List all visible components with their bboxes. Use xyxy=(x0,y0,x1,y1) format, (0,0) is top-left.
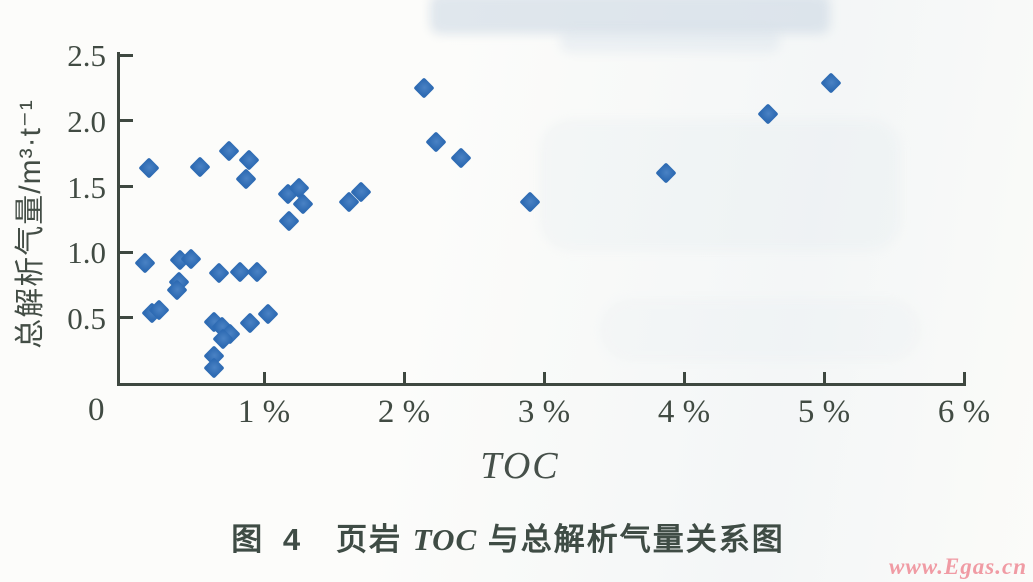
showthrough-smudge xyxy=(560,30,780,52)
y-axis-tick-label: 2.0 xyxy=(67,103,106,139)
x-axis-tick-label: 1 % xyxy=(237,394,291,430)
x-axis-tick-label: 4 % xyxy=(657,394,711,430)
x-axis-tick-label: 3 % xyxy=(517,394,571,430)
data-point-diamond xyxy=(237,149,260,171)
data-point-diamond xyxy=(425,131,447,153)
data-point-diamond xyxy=(278,210,300,232)
data-point-diamond xyxy=(257,303,279,325)
y-axis-line xyxy=(117,52,120,385)
data-point-diamond xyxy=(208,262,230,284)
data-point-diamond xyxy=(235,168,257,190)
data-point-diamond xyxy=(820,72,842,94)
y-axis-tick xyxy=(120,53,133,57)
data-point-diamond xyxy=(202,357,225,379)
data-point-diamond xyxy=(138,157,160,179)
data-point-diamond xyxy=(246,261,268,283)
x-axis-tick xyxy=(262,372,266,384)
x-axis-tick xyxy=(822,372,826,384)
x-axis-tick xyxy=(402,372,406,384)
y-axis-tick-label: 1.5 xyxy=(67,169,106,205)
x-axis-tick xyxy=(962,372,966,384)
x-axis-tick-label: 5 % xyxy=(797,394,851,430)
caption-figure-number: 图 4 xyxy=(231,522,307,557)
data-point-diamond xyxy=(239,312,261,334)
data-point-diamond xyxy=(655,162,677,185)
x-axis-tick-label: 6 % xyxy=(937,394,991,430)
origin-tick-label: 0 xyxy=(88,392,105,428)
caption-title-post: 与总解析气量关系图 xyxy=(477,522,785,557)
showthrough-smudge xyxy=(430,0,830,34)
y-axis-tick xyxy=(120,250,133,254)
data-point-diamond xyxy=(519,191,541,213)
showthrough-smudge xyxy=(600,300,920,360)
figure-caption: 图 4 页岩 TOC 与总解析气量关系图 xyxy=(0,514,1016,559)
watermark-egas: www.Egas.cn xyxy=(889,554,1027,579)
data-point-diamond xyxy=(218,140,240,162)
data-point-diamond xyxy=(412,77,435,99)
y-axis-tick-label: 2.5 xyxy=(67,38,106,74)
x-axis-tick xyxy=(682,372,686,384)
x-axis-line xyxy=(117,383,966,386)
y-axis-tick xyxy=(120,185,133,189)
data-point-diamond xyxy=(450,147,472,169)
x-axis-title: TOC xyxy=(480,445,560,487)
x-axis-tick xyxy=(542,372,546,384)
y-axis-tick xyxy=(120,316,133,320)
data-point-diamond xyxy=(188,156,211,178)
y-axis-tick-label: 0.5 xyxy=(67,300,106,336)
caption-title-pre: 页岩 xyxy=(336,522,413,557)
showthrough-smudge xyxy=(540,120,900,250)
caption-title-toc: TOC xyxy=(412,522,478,557)
y-axis-title: 总解析气量/m³·t⁻¹ xyxy=(14,99,47,349)
data-point-diamond xyxy=(757,103,779,125)
y-axis-tick-label: 1.0 xyxy=(67,235,106,271)
y-axis-tick xyxy=(120,119,133,123)
x-axis-tick-label: 2 % xyxy=(377,394,431,430)
data-point-diamond xyxy=(134,252,156,274)
